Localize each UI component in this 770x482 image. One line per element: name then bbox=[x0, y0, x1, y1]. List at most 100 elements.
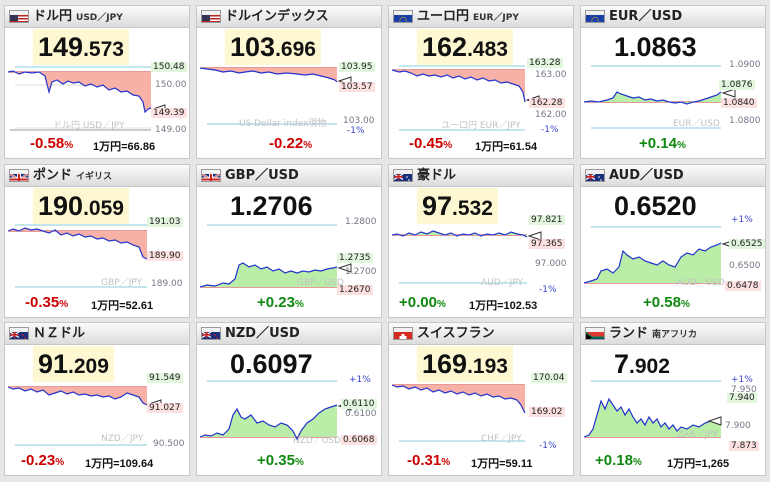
pair-title: NZD／USD bbox=[225, 326, 300, 341]
watermark: US Dollar index現物 bbox=[239, 119, 327, 129]
percent-marker: +1% bbox=[349, 375, 371, 385]
percent-marker: -1% bbox=[347, 126, 365, 136]
card-footer: -0.31% 1万円=59.11 bbox=[389, 449, 573, 471]
current-label: 1.2670 bbox=[337, 285, 373, 295]
card-eurusd[interactable]: EUR／USD 1.0863 1.0900 1.0876 1.0840 EUR／… bbox=[580, 5, 766, 159]
au-flag-icon bbox=[585, 169, 605, 182]
price: 1.0863 bbox=[614, 32, 697, 62]
watermark: AUD／JPY bbox=[481, 278, 524, 288]
card-gbpusd[interactable]: GBP／USD 1.2706 1.2800 1.2735 1.2700 GBP／… bbox=[196, 164, 382, 318]
eu-flag-icon bbox=[393, 10, 413, 23]
card-gbpjpy[interactable]: ポンド イギリス 190.059 191.03 189.90 GBP／JPY 18… bbox=[4, 164, 190, 318]
card-footer: -0.35% 1万円=52.61 bbox=[5, 291, 189, 313]
rate-chart bbox=[199, 224, 352, 288]
grid-label: 1.0800 bbox=[729, 116, 761, 126]
price: 149.573 bbox=[33, 29, 129, 65]
card-footer: -0.22% bbox=[197, 132, 381, 154]
card-header: スイスフラン bbox=[389, 323, 573, 345]
pair-title: ドル円 USD／JPY bbox=[33, 9, 123, 24]
price: 0.6097 bbox=[230, 349, 313, 379]
grid-label: 0.6500 bbox=[729, 261, 761, 271]
grid-label: 1.0900 bbox=[729, 60, 761, 70]
grid-label: 7.900 bbox=[725, 421, 751, 431]
percent-marker: +1% bbox=[731, 215, 753, 225]
pair-title: 豪ドル bbox=[417, 168, 457, 183]
change-percent: +0.00% bbox=[399, 294, 446, 311]
nz-flag-icon bbox=[9, 327, 29, 340]
grid-label: 103.00 bbox=[343, 116, 375, 126]
change-percent: +0.18% bbox=[595, 452, 642, 469]
card-header: 豪ドル bbox=[389, 165, 573, 187]
grid-label: 0.6100 bbox=[345, 409, 377, 419]
card-footer: -0.58% 1万円=66.86 bbox=[5, 132, 189, 154]
pair-title: GBP／USD bbox=[225, 168, 299, 183]
price: 190.059 bbox=[33, 188, 129, 224]
change-percent: -0.45% bbox=[409, 135, 453, 152]
current-label: 149.39 bbox=[151, 108, 187, 118]
us-flag-icon bbox=[9, 10, 29, 23]
card-footer: +0.35% bbox=[197, 449, 381, 471]
card-chfjpy[interactable]: スイスフラン 169.193 170.04 169.02 CHF／JPY -1%… bbox=[388, 322, 574, 476]
pair-title: ドルインデックス bbox=[225, 9, 329, 24]
card-usdjpy[interactable]: ドル円 USD／JPY 149.573 150.48 150.00 149.39 … bbox=[4, 5, 190, 159]
high-label: 150.48 bbox=[151, 62, 187, 72]
high-label: 1.0876 bbox=[719, 80, 755, 90]
watermark: NZD／USD bbox=[293, 436, 342, 446]
watermark: ZAR／JPY bbox=[677, 430, 718, 440]
high-label: 163.28 bbox=[527, 58, 563, 68]
card-header: ドル円 USD／JPY bbox=[5, 6, 189, 28]
current-label: 0.6068 bbox=[341, 435, 377, 445]
change-percent: +0.14% bbox=[639, 135, 686, 152]
conversion: 1万円=52.61 bbox=[91, 300, 154, 312]
card-header: ユーロ円 EUR／JPY bbox=[389, 6, 573, 28]
grid-label: 7.950 bbox=[731, 385, 757, 395]
price: 162.483 bbox=[417, 29, 513, 65]
change-percent: -0.31% bbox=[407, 452, 451, 469]
rate-chart bbox=[583, 65, 736, 129]
conversion: 1万円=66.86 bbox=[93, 141, 156, 153]
card-header: ドルインデックス bbox=[197, 6, 381, 28]
card-footer: +0.00% 1万円=102.53 bbox=[389, 291, 573, 313]
change-percent: +0.58% bbox=[643, 294, 690, 311]
card-zarjpy[interactable]: ランド 南アフリカ 7.902 +1% 7.950 7.940 ZAR／JPY 7… bbox=[580, 322, 766, 476]
card-header: ポンド イギリス bbox=[5, 165, 189, 187]
card-dxy[interactable]: ドルインデックス 103.696 103.95 103.57 US Dollar… bbox=[196, 5, 382, 159]
grid-label: 1.2700 bbox=[345, 267, 377, 277]
pair-title: AUD／USD bbox=[609, 168, 684, 183]
rate-chart bbox=[391, 384, 526, 442]
za-flag-icon bbox=[585, 327, 605, 340]
card-eurjpy[interactable]: ユーロ円 EUR／JPY 162.483 163.28 163.00 162.28… bbox=[388, 5, 574, 159]
rate-chart bbox=[583, 380, 722, 438]
current-label: 1.0840 bbox=[721, 98, 757, 108]
card-audjpy[interactable]: 豪ドル 97.532 97.821 97.365 97.000 AUD／JPY … bbox=[388, 164, 574, 318]
conversion: 1万円=102.53 bbox=[469, 300, 538, 312]
pair-title: EUR／USD bbox=[609, 9, 683, 24]
grid-label: 149.00 bbox=[155, 125, 187, 135]
high-label: 0.6525 bbox=[729, 239, 765, 249]
card-audusd[interactable]: AUD／USD 0.6520 +1% 0.6525 0.6500 AUD／USD… bbox=[580, 164, 766, 318]
au-flag-icon bbox=[393, 169, 413, 182]
current-label: 97.365 bbox=[529, 239, 565, 249]
card-nzdjpy[interactable]: ＮＺドル 91.209 91.549 91.027 NZD／JPY 90.500… bbox=[4, 322, 190, 476]
card-footer: +0.14% bbox=[581, 132, 765, 154]
pair-title: ポンド イギリス bbox=[33, 168, 113, 183]
eu-flag-icon bbox=[585, 10, 605, 23]
watermark: GBP／JPY bbox=[101, 278, 142, 288]
price: 103.696 bbox=[225, 29, 321, 65]
card-footer: +0.58% bbox=[581, 291, 765, 313]
watermark: NZD／JPY bbox=[101, 434, 144, 444]
price: 169.193 bbox=[417, 346, 513, 382]
price: 7.902 bbox=[614, 349, 670, 379]
grid-label: 150.00 bbox=[155, 80, 187, 90]
watermark: AUD／USD bbox=[677, 278, 725, 288]
card-footer: +0.23% bbox=[197, 291, 381, 313]
card-header: EUR／USD bbox=[581, 6, 765, 28]
current-label: 169.02 bbox=[529, 407, 565, 417]
current-label: 162.28 bbox=[529, 98, 565, 108]
card-nzdusd[interactable]: NZD／USD 0.6097 +1% 0.6110 0.6100 0.6068 … bbox=[196, 322, 382, 476]
grid-label: 97.000 bbox=[535, 259, 567, 269]
price: 91.209 bbox=[33, 346, 114, 382]
rate-chart bbox=[391, 230, 542, 284]
nz-flag-icon bbox=[201, 327, 221, 340]
watermark: ドル円 USD／JPY bbox=[53, 121, 125, 131]
